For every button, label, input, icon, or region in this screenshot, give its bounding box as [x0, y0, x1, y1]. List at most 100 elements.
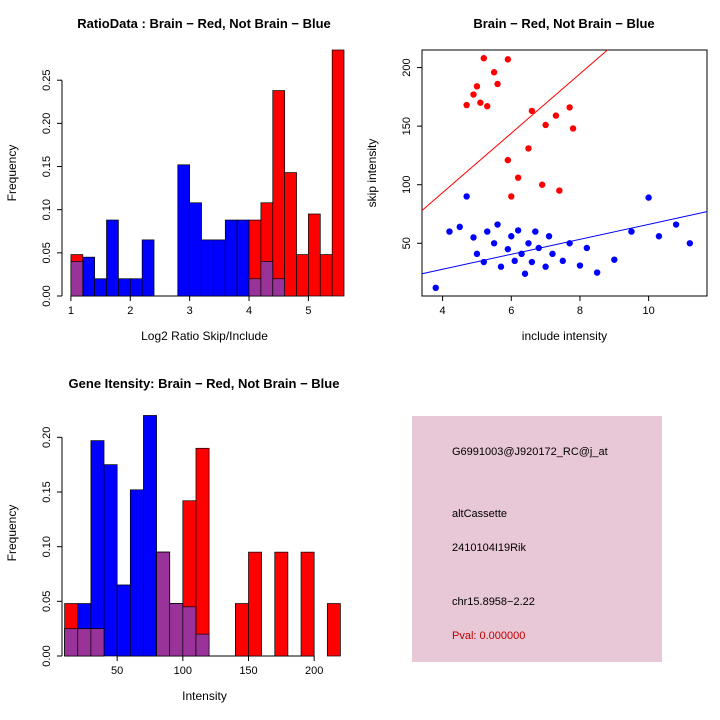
x-tick-label: 1 — [68, 305, 74, 317]
scatter-point — [542, 263, 549, 270]
y-axis-title: Frequency — [5, 145, 19, 202]
hist-bar-blue — [103, 464, 118, 657]
y-tick-label: 0.10 — [41, 199, 53, 220]
scatter-point — [583, 244, 591, 252]
scatter-point — [566, 240, 573, 247]
panel-scatter: Brain − Red, Not Brain − Blue 4 6 8 10 50 100… — [360, 0, 720, 360]
x-tick-label: 2 — [127, 305, 133, 317]
hist-bar-blue — [129, 278, 143, 297]
x-tick-label: 5 — [305, 305, 311, 317]
y-tick-label: 0.20 — [41, 113, 53, 134]
y-tick-label: 0.05 — [41, 242, 53, 263]
scatter-point — [497, 263, 505, 270]
scatter-point — [672, 221, 680, 228]
fit-line — [421, 211, 708, 275]
hist-bar-blue — [129, 489, 144, 657]
hist-bar-blue — [90, 440, 105, 657]
hist-bar-red — [308, 213, 321, 297]
scatter-point — [484, 228, 491, 235]
scatter-point — [655, 233, 663, 240]
y-tick-label: 0.10 — [41, 536, 53, 557]
x-tick-label: 4 — [246, 305, 252, 317]
x-tick-label: 50 — [111, 665, 123, 677]
hist-bar-overlap — [182, 606, 197, 657]
scatter-point — [490, 240, 498, 247]
scatter-point — [645, 194, 652, 201]
hist-bar-blue — [106, 219, 119, 297]
x-axis-title: Intensity — [182, 689, 227, 703]
y-tick-label: 0.25 — [41, 69, 53, 90]
x-axis-title: Log2 Ratio Skip/Include — [141, 329, 268, 343]
hist-bar-red — [248, 551, 262, 657]
pval-text: Pval: 0.000000 — [452, 630, 526, 642]
scatter-point — [480, 55, 488, 62]
scatter-point — [518, 250, 525, 258]
info-card: G6991003@J920172_RC@j_at altCassette 241… — [412, 416, 662, 662]
hist-bar-overlap — [195, 633, 210, 657]
scatter-point — [508, 233, 515, 240]
scatter-point — [446, 228, 453, 235]
hist-bar-blue — [189, 202, 202, 297]
scatter-point — [611, 256, 618, 263]
x-tick-label: 8 — [577, 305, 583, 317]
y-tick-label: 0.15 — [41, 156, 53, 177]
scatter-point — [456, 223, 463, 231]
hist-bar-overlap — [70, 261, 84, 297]
panel-gene-histogram: Gene Itensity: Brain − Red, Not Brain − … — [0, 360, 360, 720]
scatter-point — [566, 104, 573, 111]
scatter-point — [559, 257, 566, 265]
scatter-point — [628, 228, 635, 235]
x-tick-label: 3 — [187, 305, 193, 317]
scatter-point — [494, 221, 501, 228]
scatter-point — [490, 69, 498, 76]
hist-bar-red — [235, 603, 249, 657]
hist-bar-blue — [116, 584, 131, 657]
hist-bar-red — [300, 551, 315, 657]
gene-name-text: 2410104I19Rik — [452, 542, 527, 554]
scatter-point — [470, 234, 477, 241]
hist-bar-blue — [224, 219, 238, 297]
scatter-point — [576, 262, 584, 269]
location-text: chr15.8958−2.22 — [452, 596, 535, 608]
scatter-point — [686, 240, 694, 247]
hist-bar-overlap — [64, 628, 79, 657]
scatter-point — [504, 156, 512, 164]
scatter-point — [508, 193, 515, 200]
scatter-point — [463, 101, 470, 109]
scatter-point — [545, 233, 553, 240]
hist-bar-overlap — [248, 278, 262, 297]
scatter-point — [480, 258, 488, 266]
hist-bar-blue — [94, 278, 107, 297]
scatter-point — [542, 121, 549, 129]
hist-bar-red — [284, 172, 297, 297]
hist-bar-blue — [143, 415, 157, 657]
scatter-point — [525, 240, 532, 247]
scatter-point — [593, 269, 601, 276]
y-tick-label: 50 — [401, 237, 413, 249]
hist-bar-blue — [236, 219, 250, 297]
scatter-title: Brain − Red, Not Brain − Blue — [473, 16, 655, 31]
scatter-point — [514, 227, 522, 234]
splice-type-text: altCassette — [452, 508, 508, 520]
scatter-point — [552, 112, 560, 119]
hist-bar-blue — [118, 278, 131, 297]
ratio-histogram-title: RatioData : Brain − Red, Not Brain − Blu… — [77, 16, 331, 31]
panel-info: G6991003@J920172_RC@j_at altCassette 241… — [360, 360, 720, 720]
hist-bar-red — [195, 447, 210, 657]
gene-histogram-plot: 50 100 150 200 0.00 0.05 0.10 0.15 0.20 Intensity… — [5, 415, 341, 703]
scatter-point — [525, 145, 532, 152]
y-tick-label: 0.15 — [41, 481, 53, 502]
hist-bar-red — [326, 603, 341, 657]
hist-bar-red — [319, 254, 333, 297]
scatter-point — [532, 228, 539, 235]
y-axis-title: skip intensity — [365, 139, 379, 208]
y-tick-label: 200 — [401, 58, 413, 76]
scatter-point — [528, 107, 536, 115]
scatter-point — [470, 91, 477, 98]
scatter-point — [511, 257, 518, 265]
scatter-point — [504, 56, 512, 63]
x-tick-label: 6 — [508, 305, 514, 317]
scatter-point — [538, 181, 546, 188]
hist-bar-overlap — [272, 278, 286, 297]
